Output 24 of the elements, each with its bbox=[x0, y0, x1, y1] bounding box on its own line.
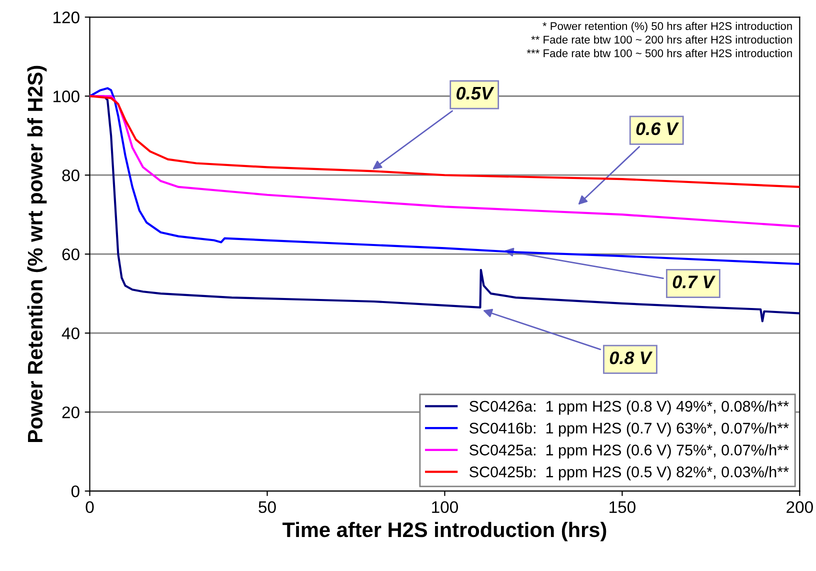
y-tick-label: 60 bbox=[62, 248, 80, 260]
legend-label: SC0425b: 1 ppm H2S (0.5 V) 82%*, 0.03%/h** bbox=[470, 466, 789, 480]
annotation: 0.6 V bbox=[636, 122, 679, 136]
annotation: 0.8 V bbox=[610, 351, 653, 364]
y-tick-label: 40 bbox=[62, 327, 80, 340]
y-tick-label: 120 bbox=[54, 12, 80, 24]
y-tick-label: 100 bbox=[54, 90, 80, 102]
annotation: 0.7 V bbox=[672, 276, 716, 288]
x-axis-title: Time after H2S introduction (hrs) bbox=[282, 522, 606, 542]
legend-label: SC0425a: 1 ppm H2S (0.6 V) 75%*, 0.07%/h** bbox=[470, 444, 789, 458]
annotation: 0.5V bbox=[456, 86, 494, 100]
legend-label: SC0426a: 1 ppm H2S (0.8 V) 49%*, 0.08%/h** bbox=[470, 400, 789, 415]
x-tick-label: 200 bbox=[786, 501, 813, 514]
x-tick-label: 0 bbox=[86, 501, 94, 514]
y-tick-label: 20 bbox=[62, 406, 80, 418]
x-tick-label: 50 bbox=[258, 501, 276, 514]
x-tick-label: 150 bbox=[610, 501, 636, 514]
annotation: * Power retention (%) 50 hrs after H2S introduction ** Fade rate btw 100 ~ 200 hrs after H2S introduction *** Fade rate btw 100 ~ 500 hrs after H2S introduction bbox=[526, 22, 792, 58]
x-tick-label: 100 bbox=[432, 501, 458, 514]
y-tick-label: 0 bbox=[71, 485, 80, 498]
line-series bbox=[90, 87, 800, 266]
legend-label: SC0416b: 1 ppm H2S (0.7 V) 63%*, 0.07%/h** bbox=[470, 422, 789, 437]
y-tick-label: 80 bbox=[62, 170, 80, 182]
y-axis-title: Power Retention (% wrt power bf H2S) bbox=[27, 66, 47, 442]
